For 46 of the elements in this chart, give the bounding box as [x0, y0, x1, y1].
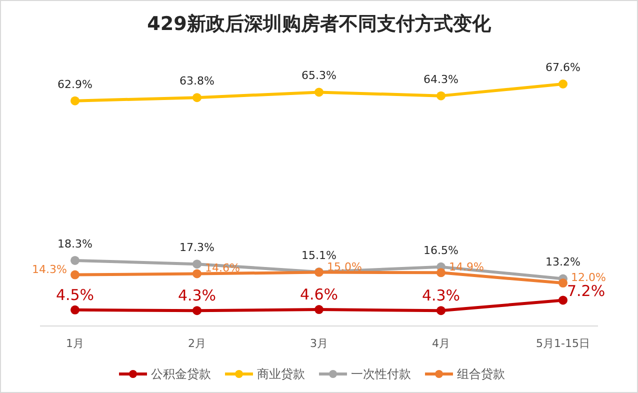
- chart-title: 429新政后深圳购房者不同支付方式变化: [147, 13, 492, 35]
- data-label: 4.6%: [300, 286, 338, 304]
- point: [558, 296, 568, 305]
- data-label: 16.5%: [424, 244, 458, 257]
- point: [436, 306, 446, 316]
- data-label: 14.9%: [449, 260, 484, 274]
- point: [436, 268, 446, 278]
- legend-label: 一次性付款: [351, 367, 411, 381]
- legend-label: 组合贷款: [457, 367, 505, 381]
- legend-label: 商业贷款: [257, 367, 305, 381]
- legend-label: 公积金贷款: [151, 367, 211, 381]
- point: [558, 80, 568, 88]
- point: [70, 305, 80, 314]
- point: [192, 269, 202, 278]
- point: [314, 88, 324, 97]
- point: [192, 306, 202, 316]
- data-label: 4.3%: [178, 286, 216, 305]
- data-label: 62.9%: [58, 78, 92, 91]
- data-label: 64.3%: [424, 72, 458, 86]
- data-label: 4.3%: [422, 286, 460, 305]
- data-label: 13.2%: [546, 256, 580, 269]
- data-label: 63.8%: [180, 74, 214, 88]
- data-label: 15.0%: [327, 260, 362, 274]
- data-label: 17.3%: [180, 241, 214, 254]
- data-label: 12.0%: [571, 271, 606, 284]
- point: [192, 260, 202, 269]
- data-label: 14.3%: [32, 262, 67, 276]
- x-tick-label: 3月: [310, 337, 328, 350]
- data-label: 67.6%: [546, 61, 580, 74]
- data-label: 4.5%: [56, 286, 94, 304]
- point: [436, 91, 446, 100]
- point: [558, 278, 568, 288]
- x-tick-label: 4月: [432, 337, 450, 350]
- point: [314, 305, 324, 314]
- point: [70, 270, 80, 280]
- data-label: 65.3%: [302, 69, 336, 82]
- point: [192, 93, 202, 102]
- x-tick-label: 2月: [188, 337, 206, 350]
- point: [70, 256, 80, 265]
- data-label: 14.6%: [205, 262, 240, 275]
- x-tick-label: 5月1-15日: [536, 337, 590, 350]
- data-label: 18.3%: [58, 237, 92, 250]
- data-label: 7.2%: [567, 282, 606, 300]
- x-tick-label: 1月: [66, 337, 84, 350]
- point: [70, 96, 80, 106]
- data-label: 15.1%: [302, 248, 336, 262]
